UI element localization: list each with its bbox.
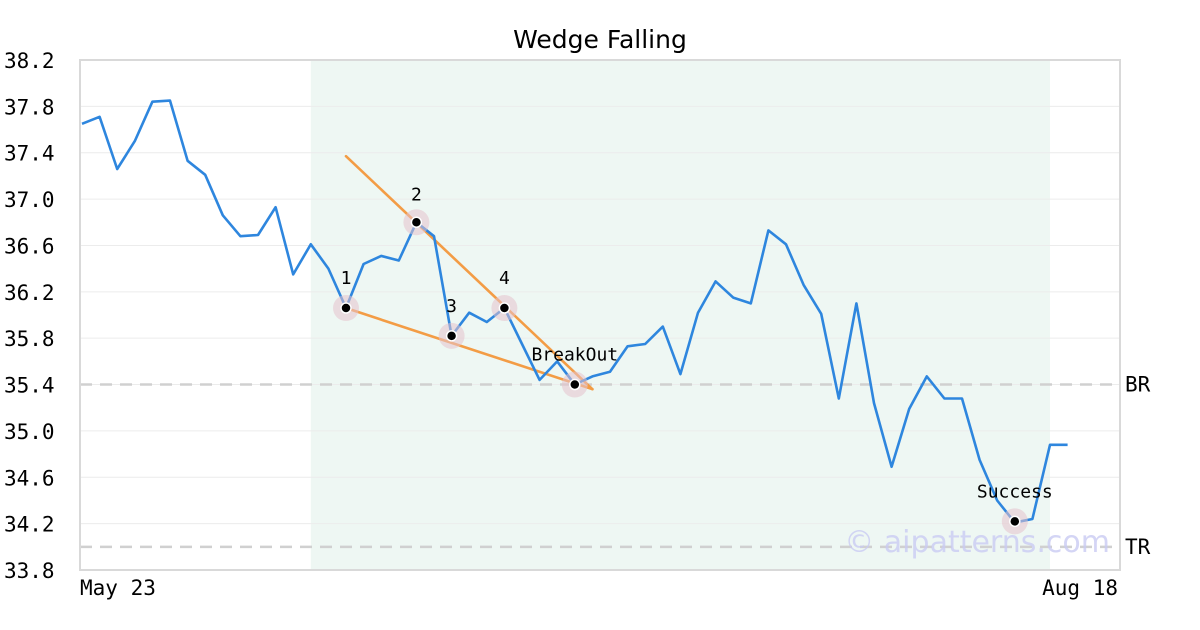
y-tick-label: 37.8	[4, 95, 55, 119]
chart-title: Wedge Falling	[513, 25, 687, 54]
reference-label-br: BR	[1125, 373, 1151, 397]
lower-trendline	[344, 306, 594, 391]
y-tick-label: 37.0	[4, 188, 55, 212]
y-tick-label: 35.8	[4, 327, 55, 351]
grid-lines	[80, 105, 1120, 525]
x-tick-label: Aug 18	[1042, 576, 1118, 600]
pattern-markers: 1 2 3 4 BreakOut Success	[333, 184, 1053, 535]
plot-frame	[79, 59, 1121, 571]
pattern-label-success: Success	[977, 481, 1053, 502]
pattern-label-3: 3	[446, 296, 457, 317]
y-tick-label: 36.2	[4, 281, 55, 305]
reference-lines: BR TR	[80, 373, 1151, 559]
pattern-label-4: 4	[499, 268, 510, 289]
y-tick-label: 37.4	[4, 142, 55, 166]
pattern-point-3	[445, 330, 458, 342]
pattern-label-breakout: BreakOut	[531, 345, 618, 366]
watermark: © aipatterns.com	[844, 525, 1110, 560]
pattern-point-2	[410, 216, 423, 229]
pattern-label-2: 2	[411, 184, 422, 205]
upper-trendline	[344, 154, 594, 391]
y-tick-label: 33.8	[4, 559, 55, 583]
y-axis-ticks: 38.2 37.8 37.4 37.0 36.6 36.2 35.8 35.4 35.0 34.6…	[4, 49, 55, 583]
pattern-point-success	[1009, 515, 1021, 528]
y-tick-label: 36.6	[4, 234, 55, 258]
trendlines	[344, 154, 594, 391]
pattern-point-breakout	[569, 378, 581, 391]
y-tick-label: 34.2	[4, 513, 55, 537]
y-tick-label: 38.2	[4, 49, 55, 73]
plot-highlight-zone	[310, 60, 1050, 570]
reference-label-tr: TR	[1125, 535, 1151, 559]
x-axis-ticks: May 23 Aug 18	[80, 576, 1118, 600]
pattern-label-1: 1	[341, 268, 352, 289]
x-tick-label: May 23	[80, 576, 156, 600]
pattern-point-1	[340, 302, 352, 314]
y-tick-label: 34.6	[4, 466, 55, 490]
y-tick-label: 35.4	[4, 374, 55, 398]
pattern-point-4	[498, 302, 511, 314]
y-tick-label: 35.0	[4, 420, 55, 444]
